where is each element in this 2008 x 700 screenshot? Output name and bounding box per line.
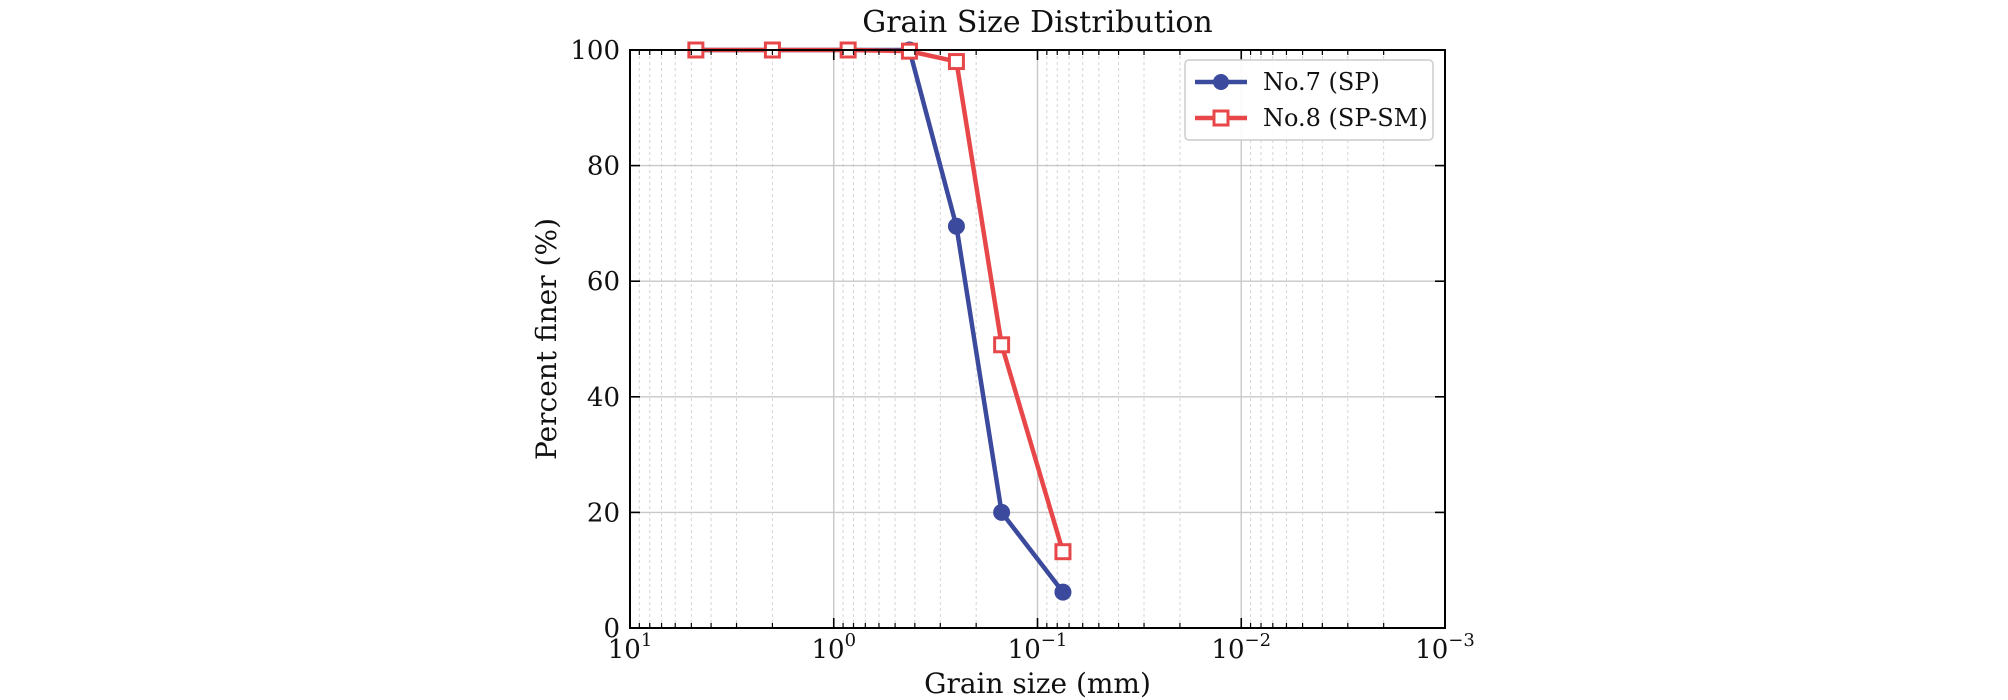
- data-point-series-2: [900, 42, 918, 60]
- x-tick-label: 101: [608, 630, 653, 665]
- data-point-series-2: [993, 336, 1011, 354]
- x-tick-exponent: 1: [641, 630, 652, 651]
- data-point-series-1: [993, 503, 1011, 521]
- x-tick-base: 10: [811, 635, 844, 665]
- legend-label-1: No.7 (SP): [1263, 68, 1380, 96]
- x-tick-label: 10−2: [1211, 630, 1271, 665]
- x-tick-base: 10: [1008, 635, 1041, 665]
- x-tick-base: 10: [1211, 635, 1244, 665]
- x-tick-base: 10: [1415, 635, 1448, 665]
- x-tick-exponent: −2: [1245, 630, 1272, 651]
- x-axis-label: Grain size (mm): [924, 667, 1151, 700]
- y-tick-label: 80: [587, 152, 620, 182]
- x-tick-exponent: −1: [1041, 630, 1068, 651]
- x-tick-label: 10−1: [1008, 630, 1068, 665]
- legend-marker-1: [1213, 74, 1229, 90]
- legend: No.7 (SP) No.8 (SP-SM): [1184, 59, 1434, 141]
- y-tick-label: 100: [570, 36, 620, 66]
- data-point-series-2: [1054, 543, 1072, 561]
- data-point-series-1: [1054, 583, 1072, 601]
- y-tick-label: 20: [587, 498, 620, 528]
- x-tick-label: 10−3: [1415, 630, 1475, 665]
- legend-marker-2: [1212, 109, 1230, 127]
- chart-title: Grain Size Distribution: [862, 5, 1212, 40]
- x-tick-exponent: −3: [1448, 630, 1475, 651]
- y-tick-label: 40: [587, 383, 620, 413]
- x-tick-base: 10: [608, 635, 641, 665]
- data-point-series-2: [947, 53, 965, 71]
- legend-label-2: No.8 (SP-SM): [1263, 104, 1428, 132]
- x-tick-label: 100: [811, 630, 856, 665]
- y-tick-label: 0: [603, 614, 620, 644]
- y-tick-label: 60: [587, 267, 620, 297]
- x-tick-exponent: 0: [845, 630, 856, 651]
- data-point-series-1: [947, 217, 965, 235]
- y-axis-label: Percent finer (%): [530, 218, 563, 460]
